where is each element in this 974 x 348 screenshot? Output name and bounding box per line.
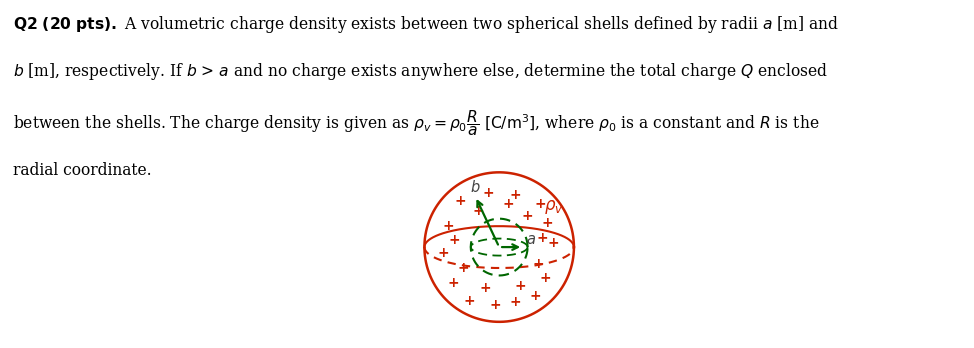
Text: +: + bbox=[458, 261, 469, 275]
Text: $b$: $b$ bbox=[470, 179, 480, 195]
Text: +: + bbox=[503, 197, 514, 211]
Text: +: + bbox=[448, 232, 460, 247]
Text: +: + bbox=[540, 271, 551, 285]
Text: +: + bbox=[442, 219, 454, 233]
Text: +: + bbox=[535, 197, 546, 211]
Text: +: + bbox=[480, 281, 492, 295]
Text: +: + bbox=[472, 204, 484, 218]
Text: +: + bbox=[514, 279, 526, 293]
Text: +: + bbox=[490, 298, 502, 313]
Text: +: + bbox=[532, 256, 543, 270]
Text: +: + bbox=[547, 236, 559, 250]
Text: +: + bbox=[455, 194, 467, 208]
Text: +: + bbox=[542, 216, 553, 230]
Text: between the shells. The charge density is given as $\rho_v = \rho_0\dfrac{R}{a}\: between the shells. The charge density i… bbox=[13, 108, 819, 138]
Text: radial coordinate.: radial coordinate. bbox=[13, 162, 151, 179]
Text: +: + bbox=[482, 186, 494, 200]
Text: +: + bbox=[509, 188, 521, 202]
Text: $\mathbf{Q2\ (20\ pts).}$ A volumetric charge density exists between two spheric: $\mathbf{Q2\ (20\ pts).}$ A volumetric c… bbox=[13, 14, 839, 35]
Text: +: + bbox=[529, 289, 541, 303]
Text: $b$ [m], respectively. If $b$ > $a$ and no charge exists anywhere else, determin: $b$ [m], respectively. If $b$ > $a$ and … bbox=[13, 61, 828, 82]
Text: +: + bbox=[522, 209, 534, 223]
Text: $\rho_v$: $\rho_v$ bbox=[544, 198, 564, 216]
Text: +: + bbox=[509, 295, 521, 309]
Text: +: + bbox=[437, 246, 449, 260]
Text: +: + bbox=[537, 231, 548, 245]
Text: $a$: $a$ bbox=[526, 233, 536, 247]
Text: +: + bbox=[464, 294, 475, 308]
Text: +: + bbox=[447, 276, 459, 290]
